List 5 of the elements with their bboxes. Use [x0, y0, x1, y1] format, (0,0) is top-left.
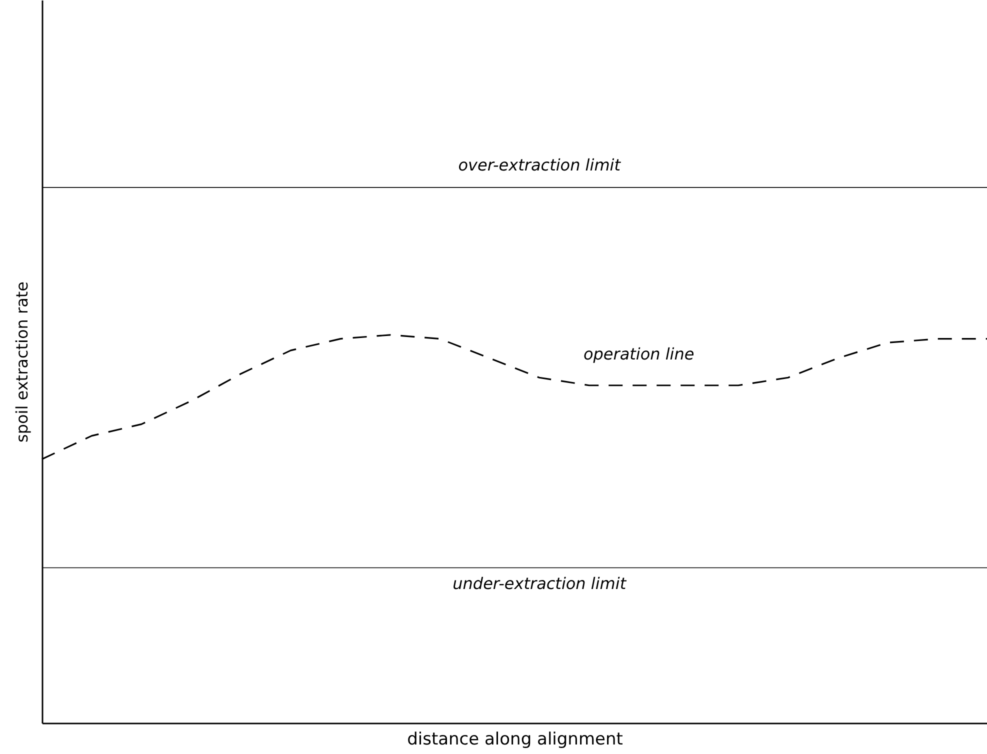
x-axis-title: distance along alignment	[407, 730, 624, 750]
y-axis-title: spoil extraction rate	[12, 282, 32, 442]
ref-line-label: over-extraction limit	[458, 155, 622, 174]
ref-line-label: under-extraction limit	[452, 574, 627, 593]
series-label: operation line	[583, 344, 694, 364]
